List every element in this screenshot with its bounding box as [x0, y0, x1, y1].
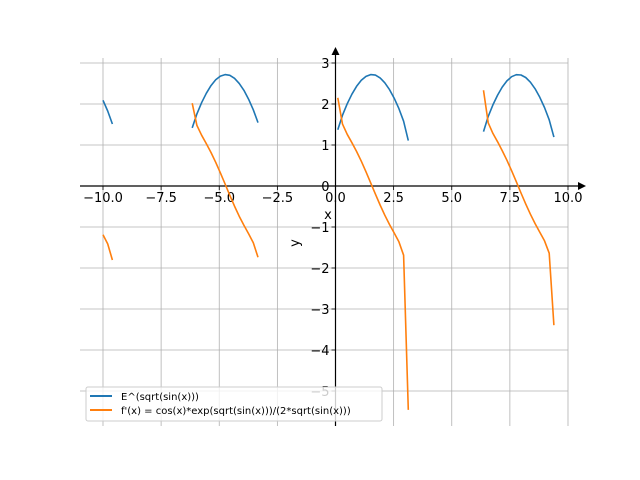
y-tick-label: −2 — [310, 262, 329, 277]
legend-entry-1: E^(sqrt(sin(x))) — [121, 392, 199, 403]
y-tick-label: 3 — [321, 57, 329, 72]
x-tick-label: −5.0 — [203, 191, 235, 206]
legend: E^(sqrt(sin(x))) f'(x) = cos(x)*exp(sqrt… — [85, 386, 383, 422]
series-lines — [102, 73, 555, 410]
legend-entry-2: f'(x) = cos(x)*exp(sqrt(sin(x)))/(2*sqrt… — [121, 406, 351, 417]
x-axis-arrow — [578, 182, 586, 190]
ticks: −10.0−7.5−5.0−2.50.02.55.07.510.0−5−4−3−… — [83, 57, 582, 400]
series-line-derivative — [102, 234, 114, 261]
y-tick-label: 2 — [321, 98, 329, 113]
x-tick-label: 2.5 — [383, 191, 404, 206]
x-tick-label: −7.5 — [145, 191, 177, 206]
x-tick-label: 7.5 — [500, 191, 521, 206]
series-line-exp-sqrt-sin — [482, 73, 555, 138]
series-line-exp-sqrt-sin — [191, 73, 259, 129]
y-tick-label: −3 — [310, 303, 329, 318]
y-axis-arrow — [331, 47, 340, 55]
series-line-derivative — [482, 90, 555, 326]
series-line-exp-sqrt-sin — [102, 99, 114, 125]
x-tick-label: 5.0 — [441, 191, 462, 206]
y-tick-label: −1 — [310, 221, 329, 236]
y-axis-label: y — [288, 239, 303, 247]
x-tick-label: 10.0 — [554, 191, 583, 206]
x-axis-label: x — [324, 208, 332, 223]
series-line-derivative — [337, 97, 410, 410]
y-tick-label: 1 — [321, 139, 329, 154]
axes — [80, 47, 586, 426]
y-tick-label: 0 — [321, 180, 329, 195]
legend-box — [85, 386, 383, 422]
x-tick-label: −10.0 — [83, 191, 123, 206]
x-tick-label: −2.5 — [262, 191, 294, 206]
series-line-derivative — [191, 103, 259, 258]
series-line-exp-sqrt-sin — [337, 73, 410, 141]
grid — [80, 58, 569, 426]
y-tick-label: −4 — [310, 344, 329, 359]
x-tick-label: 0.0 — [325, 191, 346, 206]
